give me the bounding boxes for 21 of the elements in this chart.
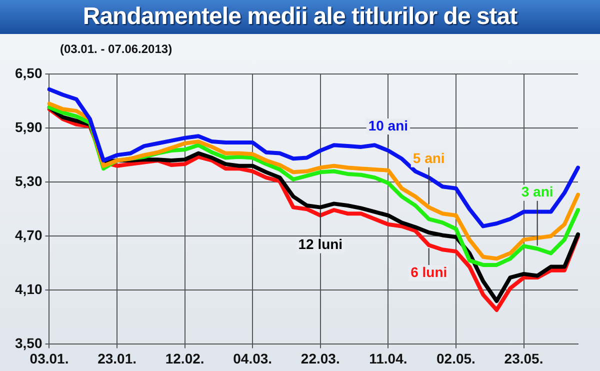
- x-tick-label: 12.02.: [165, 350, 204, 366]
- y-tick-label: 3,50: [15, 335, 42, 352]
- series-label: 6 luni: [410, 264, 448, 280]
- x-tick-label: 23.01.: [98, 350, 137, 366]
- x-tick-label: 02.05.: [436, 350, 476, 366]
- y-tick-label: 4,10: [15, 281, 42, 298]
- y-tick-label: 5,30: [15, 172, 42, 189]
- y-tick-label: 6,50: [15, 64, 42, 81]
- chart-subtitle: (03.01. - 07.06.2013): [60, 42, 172, 56]
- text: 12 luni: [298, 236, 343, 252]
- series-label: 3 ani: [521, 184, 554, 200]
- x-tick-label: 11.04.: [369, 350, 408, 366]
- chart-title: Randamentele medii ale titlurilor de stat: [0, 0, 600, 34]
- x-tick-label: 23.05.: [504, 350, 544, 366]
- y-tick-label: 4,70: [15, 226, 42, 243]
- x-tick-label: 04.03.: [233, 350, 272, 366]
- x-tick-label: 03.01.: [30, 350, 69, 366]
- y-tick-label: 5,90: [15, 118, 42, 135]
- x-tick-label: 22.03.: [300, 350, 340, 366]
- series-label: 10 ani: [368, 117, 408, 134]
- series-label: 5 ani: [412, 150, 445, 166]
